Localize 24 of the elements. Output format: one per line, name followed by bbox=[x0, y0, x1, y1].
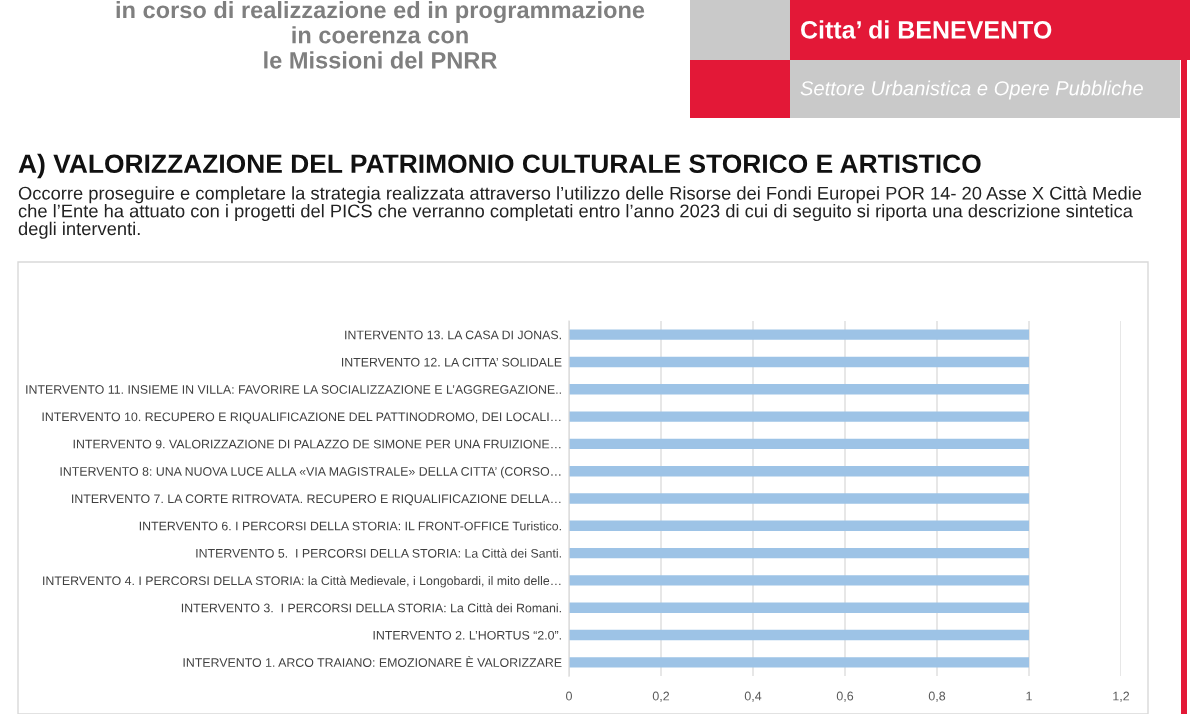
y-tick-label: INTERVENTO 10. RECUPERO E RIQUALIFICAZIONE DEL PATTINODROMO, DEI LOCALI… bbox=[42, 412, 561, 424]
chart-title: A) VALORIZZAZIONE DEL PATRIMONIO CULTURALE STORICO E ARTISTICO bbox=[18, 153, 981, 179]
x-tick-label: 0,6 bbox=[836, 691, 854, 702]
y-tick-label: INTERVENTO 6. I PERCORSI DELLA STORIA: IL FRONT-OFFICE Turistico. bbox=[139, 521, 561, 531]
x-tick-label: 0,2 bbox=[652, 691, 670, 702]
y-tick-label: INTERVENTO 13. LA CASA DI JONAS. bbox=[345, 330, 561, 340]
text: Citta’ di BENEVENTO bbox=[801, 20, 1052, 39]
x-tick-label: 1 bbox=[1026, 691, 1032, 701]
x-tick-label: 0 bbox=[566, 691, 572, 701]
x-tick-label: 0,4 bbox=[744, 691, 762, 702]
y-tick-label: INTERVENTO 2. L’HORTUS “2.0”. bbox=[373, 630, 561, 640]
y-tick-label: INTERVENTO 9. VALORIZZAZIONE DI PALAZZO DE SIMONE PER UNA FRUIZIONE… bbox=[73, 439, 561, 449]
chart-subtitle: Occorre proseguire e completare la strategia realizzata attraverso l’utilizzo delle Risorse dei Fondi Europei POR 14- 20 Asse X Città Medie che l’Ente ha attuato con i progetti del PICS che verranno completati entro l’anno 2023 di cui di seguito si riporta una descrizione sintetica degli interventi. bbox=[18, 186, 1142, 239]
y-tick-label: INTERVENTO 5. I PERCORSI DELLA STORIA: La Città dei Santi. bbox=[196, 548, 561, 558]
y-tick-label: INTERVENTO 11. INSIEME IN VILLA: FAVORIRE LA SOCIALIZZAZIONE E L’AGGREGAZIONE.. bbox=[26, 385, 561, 394]
y-tick-label: INTERVENTO 3. I PERCORSI DELLA STORIA: La Città dei Romani. bbox=[181, 603, 561, 613]
text: in corso di realizzazione ed in programmazione in coerenza con le Missioni del PNRR bbox=[116, 1, 645, 69]
y-tick-label: INTERVENTO 8: UNA NUOVA LUCE ALLA «VIA MAGISTRALE» DELLA CITTA’ (CORSO… bbox=[60, 466, 561, 479]
y-tick-label: INTERVENTO 4. I PERCORSI DELLA STORIA: la Città Medievale, i Longobardi, il mito delle… bbox=[43, 575, 561, 588]
y-tick-label: INTERVENTO 1. ARCO TRAIANO: EMOZIONARE È VALORIZZARE bbox=[183, 656, 562, 667]
y-tick-label: INTERVENTO 7. LA CORTE RITROVATA. RECUPERO E RIQUALIFICAZIONE DELLA… bbox=[72, 494, 561, 506]
x-tick-label: 0,8 bbox=[928, 691, 946, 702]
x-tick-label: 1,2 bbox=[1113, 691, 1130, 702]
y-tick-label: INTERVENTO 12. LA CITTA’ SOLIDALE bbox=[341, 357, 562, 367]
